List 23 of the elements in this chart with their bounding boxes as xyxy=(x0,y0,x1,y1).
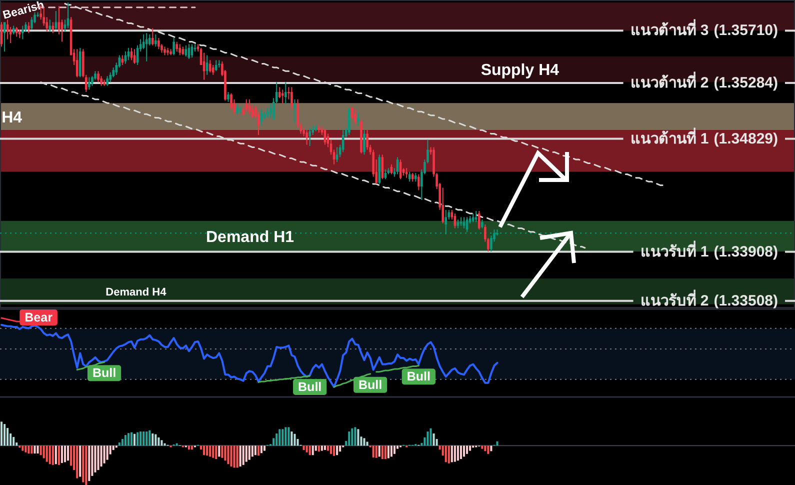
band-label: H4 xyxy=(2,109,22,126)
series-label: Bull xyxy=(298,380,322,394)
ref-line-label: แนวต้านที่ 1 xyxy=(630,127,709,148)
band-label: Demand H4 xyxy=(106,286,168,298)
y-tick-label: (1.35710) xyxy=(714,22,778,40)
ref-line-label: แนวต้านที่ 3 xyxy=(630,19,709,40)
band-label: Supply H4 xyxy=(480,62,560,80)
y-tick-label: (1.33508) xyxy=(714,292,778,310)
ref-line-label: แนวต้านที่ 2 xyxy=(630,71,709,92)
series-label: Bear xyxy=(24,310,53,324)
ref-line-label: แนวรับที่ 1 xyxy=(640,240,709,260)
candlestick xyxy=(460,217,462,226)
series-label: Bull xyxy=(358,378,382,392)
y-tick-label: (1.35284) xyxy=(714,74,778,92)
candlestick xyxy=(239,106,242,113)
band-label: Demand H1 xyxy=(206,228,294,246)
legend-label: Bull xyxy=(406,370,430,384)
ref-line-label: แนวรับที่ 2 xyxy=(640,289,709,310)
y-tick-label: (1.33908) xyxy=(714,243,778,260)
candlestick xyxy=(284,82,287,104)
annotation: Bearish xyxy=(2,0,46,22)
series-label: Bull xyxy=(92,366,116,380)
y-tick-label: (1.34829) xyxy=(714,130,778,148)
